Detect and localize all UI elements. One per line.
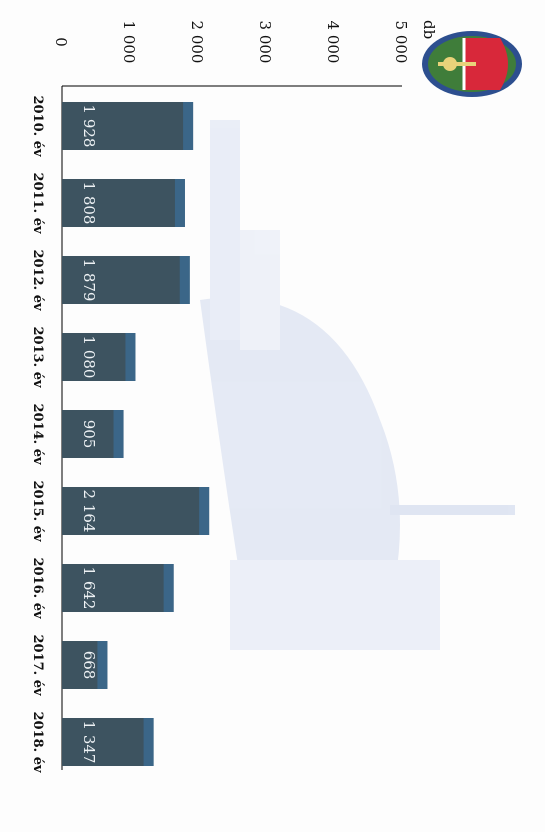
category-label: 2012. év: [30, 249, 45, 311]
category-label: 2017. év: [30, 634, 45, 696]
tick-label: 2 000: [188, 21, 206, 64]
tick-label: 0: [52, 37, 70, 47]
bar: [62, 487, 210, 535]
category-labels: 2010. év 2011. év 2012. év 2013. év 2014. év…: [30, 95, 45, 773]
bar: [62, 410, 124, 458]
category-label: 2018. év: [30, 711, 45, 773]
bar-accent: [199, 487, 210, 535]
bar-accent: [113, 410, 124, 458]
bar-accent: [125, 333, 136, 381]
bar: [62, 333, 136, 381]
coat-of-arms-icon: [422, 31, 522, 97]
bar-accent: [163, 564, 174, 612]
data-label: 2 164: [80, 490, 98, 533]
building-watermark: [200, 120, 515, 650]
bar-accent: [179, 256, 190, 304]
data-label: 1 080: [80, 336, 98, 379]
category-label: 2013. év: [30, 326, 45, 388]
bar-accent: [183, 102, 194, 150]
bar: [62, 564, 174, 612]
bar-accent: [97, 641, 108, 689]
data-label: 1 928: [80, 105, 98, 148]
bar: [62, 256, 190, 304]
tick-label: 5 000: [392, 21, 410, 64]
tick-label: 3 000: [256, 21, 274, 64]
data-label: 1 808: [80, 182, 98, 225]
category-label: 2015. év: [30, 480, 45, 542]
category-label: 2016. év: [30, 557, 45, 619]
data-label: 668: [80, 651, 98, 680]
data-label: 905: [80, 420, 98, 449]
bar: [62, 179, 185, 227]
bar-accent: [143, 718, 154, 766]
tick-label: 4 000: [324, 21, 342, 64]
bar: [62, 102, 194, 150]
category-label: 2014. év: [30, 403, 45, 465]
bar-accent: [174, 179, 185, 227]
bars: 1 928 1 808 1 879 1 080 905 2 164 1 642 668 1 34…: [61, 86, 210, 770]
value-axis-ticks: 0 1 000 2 000 3 000 4 000 5 000: [52, 21, 410, 64]
data-label: 1 879: [80, 259, 98, 302]
axis-title: db: [420, 20, 438, 39]
bar: [62, 718, 154, 766]
category-label: 2011. év: [30, 172, 45, 234]
category-label: 2010. év: [30, 95, 45, 157]
tick-label: 1 000: [120, 21, 138, 64]
data-label: 1 642: [80, 567, 98, 610]
data-label: 1 347: [80, 721, 98, 764]
